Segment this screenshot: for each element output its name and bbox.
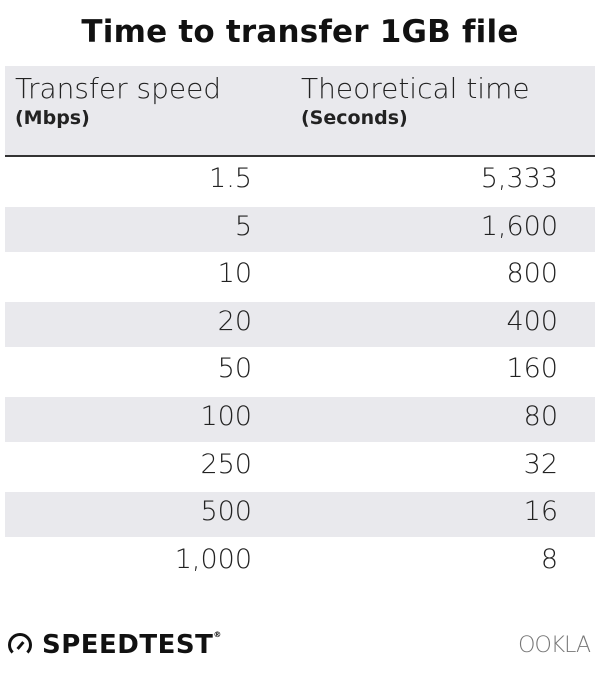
table-row: 250 32 [5,445,595,490]
cell-theoretical-time: 160 [506,353,558,385]
cell-theoretical-time: 1,600 [480,210,558,242]
table-header: Transfer speed (Mbps) Theoretical time (… [5,66,595,157]
ookla-logo: OOKLA [518,633,591,658]
header-label: Transfer speed [15,72,222,105]
table-row: 50 160 [5,349,595,394]
cell-transfer-speed: 1.5 [209,163,252,194]
table-row: 20 400 [5,301,595,347]
cell-transfer-speed: 500 [200,496,252,528]
header-label: Theoretical time [301,72,530,105]
cell-transfer-speed: 100 [200,401,252,432]
table-row: 100 80 [5,397,595,442]
cell-transfer-speed: 250 [200,448,252,480]
cell-transfer-speed: 50 [217,353,252,385]
cell-theoretical-time: 80 [523,401,558,432]
cell-theoretical-time: 400 [506,305,558,337]
chart-title: Time to transfer 1GB file [81,14,519,50]
speedometer-gauge-icon [8,633,32,657]
header-theoretical-time: Theoretical time (Seconds) [301,72,530,129]
cell-theoretical-time: 8 [540,543,558,575]
cell-theoretical-time: 5,333 [480,163,558,194]
speedtest-wordmark: SPEEDTEST® [42,630,222,660]
table-row: 500 16 [5,492,595,538]
header-unit: (Seconds) [301,107,408,129]
cell-transfer-speed: 5 [234,210,252,242]
speedtest-logo: SPEEDTEST® [8,630,222,660]
cell-transfer-speed: 10 [217,258,252,290]
cell-theoretical-time: 16 [523,496,558,528]
table-row: 10 800 [5,254,595,299]
cell-transfer-speed: 1,000 [174,543,252,575]
cell-transfer-speed: 20 [217,305,252,337]
cell-theoretical-time: 800 [506,258,558,290]
cell-theoretical-time: 32 [523,448,558,480]
header-unit: (Mbps) [15,107,90,129]
table-row: 1.5 5,333 [5,159,595,204]
table-row: 5 1,600 [5,206,595,252]
header-transfer-speed: Transfer speed (Mbps) [15,72,221,129]
table-row: 1,000 8 [5,540,595,585]
